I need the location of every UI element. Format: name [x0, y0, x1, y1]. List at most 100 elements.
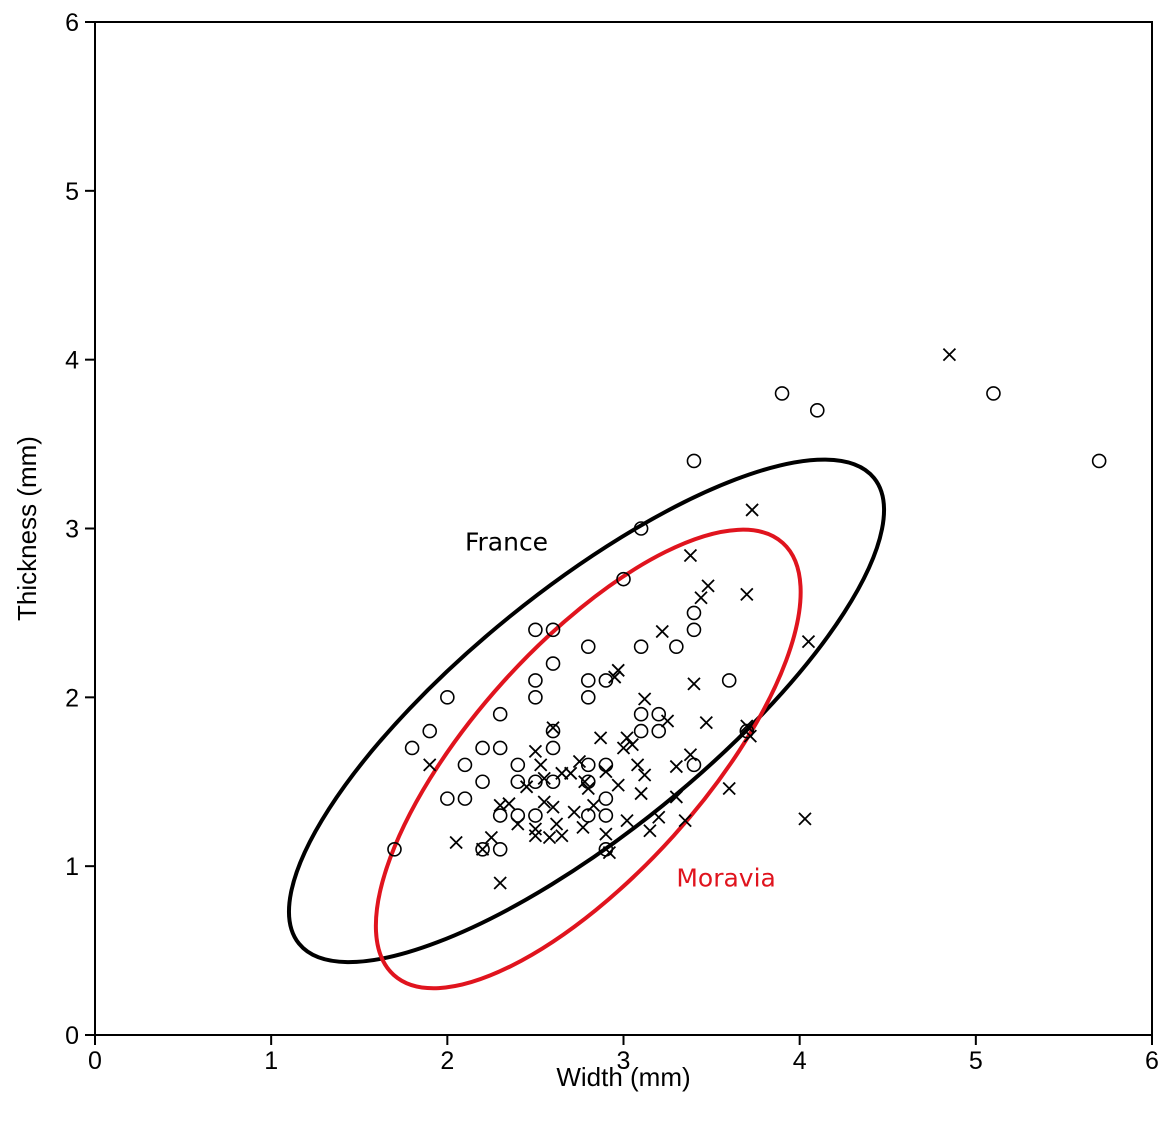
circle-point	[457, 791, 473, 806]
cross-point	[745, 503, 759, 517]
cross-point	[611, 663, 625, 677]
circle-point	[721, 673, 737, 688]
ellipse-france	[286, 457, 887, 965]
cross-point	[669, 759, 683, 774]
cross-point	[942, 347, 957, 362]
cross-point	[528, 744, 543, 758]
annotation-moravia: Moravia	[676, 863, 776, 892]
cross-point	[616, 741, 631, 755]
cross-point	[546, 721, 560, 735]
cross-point	[683, 548, 698, 563]
circle-point	[1091, 453, 1107, 469]
circle-point	[633, 706, 649, 722]
cross-point	[701, 579, 715, 593]
circle-point	[774, 386, 790, 401]
circle-point	[510, 808, 526, 823]
circle-point	[651, 706, 667, 722]
cross-point	[638, 692, 652, 706]
circle-point	[739, 723, 755, 739]
cross-point	[519, 780, 534, 794]
circle-point	[633, 639, 649, 654]
circle-point	[598, 808, 614, 823]
cross-point	[699, 716, 713, 730]
y-axis: 0 1 2 3 4 5 6	[65, 9, 95, 1050]
circle-point	[686, 757, 702, 773]
circle-point	[510, 757, 526, 773]
circle-point	[686, 622, 702, 638]
cross-point	[608, 670, 622, 684]
circle-point	[457, 757, 473, 773]
circle-point	[686, 605, 702, 621]
circle-point	[598, 791, 614, 806]
cross-point	[669, 790, 683, 804]
cross-point	[687, 677, 701, 691]
cross-point	[660, 714, 675, 728]
circle-point	[580, 673, 596, 688]
circle-point	[986, 386, 1001, 401]
plot-marks: France Moravia	[286, 347, 1107, 991]
circle-point	[545, 740, 561, 756]
cross-point	[634, 786, 648, 801]
y-tick-label: 6	[65, 9, 79, 37]
circle-point	[440, 791, 455, 806]
cross-point	[740, 587, 754, 601]
circle-point	[492, 740, 508, 756]
cross-point	[593, 731, 608, 745]
cross-point	[475, 842, 490, 856]
annotation-france: France	[465, 527, 548, 556]
circle-point	[669, 639, 684, 654]
x-tick-label: 5	[969, 1047, 983, 1075]
x-tick-label: 3	[617, 1047, 631, 1075]
cross-point	[630, 758, 645, 772]
circle-point	[475, 841, 490, 857]
x-tick-label: 1	[264, 1047, 278, 1075]
cross-point	[578, 775, 592, 789]
cross-point	[801, 634, 816, 649]
plot-frame	[94, 21, 1153, 1036]
circle-point	[510, 774, 526, 790]
cross-point	[740, 719, 754, 733]
cross-point	[423, 758, 437, 772]
circle-point	[633, 521, 649, 536]
cross-point	[602, 846, 617, 860]
x-tick-label: 4	[793, 1047, 807, 1075]
cross-point	[611, 778, 625, 792]
cross-point	[537, 771, 551, 786]
circle-point	[580, 639, 596, 654]
cross-point	[502, 797, 516, 811]
circle-point	[440, 690, 455, 705]
circle-point	[475, 740, 490, 756]
cross-point	[564, 766, 578, 780]
cross-point	[549, 817, 564, 831]
cross-point	[572, 754, 587, 769]
cross-point	[694, 591, 708, 605]
ellipse-moravia	[373, 527, 803, 991]
cross-point	[722, 781, 736, 796]
cross-point	[678, 813, 692, 828]
circle-point	[404, 740, 420, 756]
circle-point	[616, 571, 631, 587]
circle-point	[528, 673, 543, 688]
cross-point	[528, 829, 543, 843]
cross-point	[493, 876, 507, 890]
cross-point	[798, 812, 812, 826]
x-tick-label: 0	[88, 1047, 102, 1075]
circle-point	[809, 403, 825, 418]
circle-point	[686, 453, 702, 469]
cross-point	[537, 795, 551, 809]
cross-point	[546, 800, 560, 814]
cross-point	[652, 810, 666, 824]
circle-point	[598, 757, 614, 773]
cross-point	[484, 830, 499, 845]
circle-point	[475, 774, 490, 790]
y-tick-label: 5	[65, 178, 79, 206]
cross-point	[625, 737, 639, 752]
circle-point	[422, 723, 438, 739]
circle-point	[580, 690, 596, 705]
y-tick-label: 4	[65, 347, 79, 375]
circle-point	[545, 622, 561, 638]
x-tick-label: 6	[1145, 1047, 1159, 1075]
cross-point	[599, 827, 613, 841]
circle-point	[545, 723, 561, 739]
